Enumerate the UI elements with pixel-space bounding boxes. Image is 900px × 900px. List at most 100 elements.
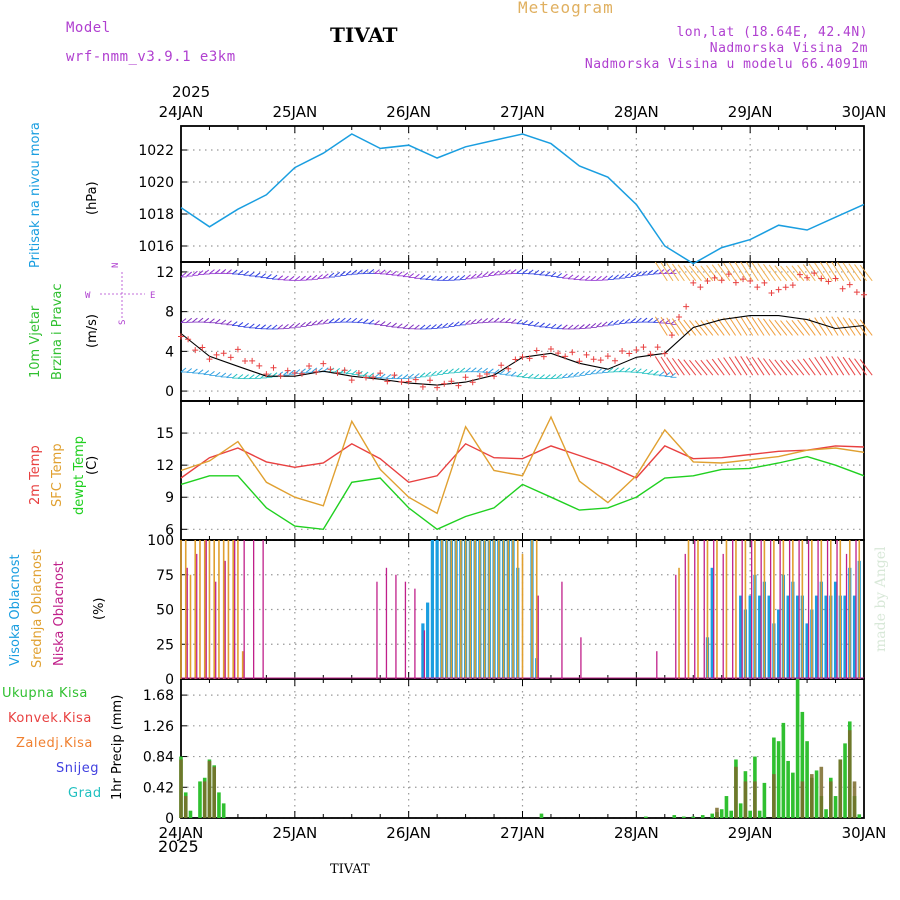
wind-barb [636, 271, 642, 277]
wind-speed-marker [405, 378, 412, 385]
wind-barb [340, 317, 346, 323]
mid-cloud-bar [180, 540, 182, 679]
wind-barb [618, 319, 625, 324]
high-cloud-bar [767, 595, 771, 679]
ytick-label: 0.42 [143, 780, 174, 796]
altitude-label: Nadmorska Visina 2m [709, 41, 868, 56]
mid-cloud-bar [241, 651, 244, 679]
wind-barb [516, 269, 523, 274]
wind-barb [368, 319, 375, 325]
wind-barb [689, 265, 702, 282]
xlabel-top: 29JAN [728, 103, 773, 121]
wind-speed-marker [419, 383, 426, 390]
low-cloud-bar [751, 540, 753, 679]
wind-speed-marker [263, 371, 270, 378]
wind-barb [459, 320, 466, 326]
wind-barb [859, 319, 873, 336]
wind-barb [711, 358, 725, 376]
wind-barb [243, 322, 249, 328]
model-altitude-label: Nadmorska Visina u modelu 66.4091m [584, 57, 868, 72]
wind-barb [527, 373, 534, 379]
wind-barb [368, 372, 375, 378]
wind-speed-marker [782, 284, 789, 291]
wind-speed-marker [690, 279, 697, 286]
wind-barb [442, 275, 449, 281]
low-cloud-bar [252, 540, 255, 679]
low-cloud-bar [561, 581, 563, 679]
mid-cloud-bar [754, 540, 756, 679]
wind-barb [785, 265, 799, 282]
total-precip-bar [776, 741, 781, 818]
wind-barb [482, 271, 488, 277]
mid-cloud-bar [483, 540, 486, 679]
wind-barb [763, 318, 776, 336]
wind-barb [226, 320, 232, 326]
wind-barb [601, 275, 608, 281]
total-precip-bar [700, 815, 705, 818]
xlabel-top: 27JAN [500, 103, 545, 121]
wind-barb [510, 371, 517, 377]
high-cloud-bar [748, 595, 752, 679]
wind-barb [780, 320, 793, 336]
wind-barb [740, 356, 754, 376]
wind-barb [288, 369, 295, 375]
mid-cloud-label: Srednja Oblacnost [30, 549, 45, 668]
wind-barb [677, 319, 691, 336]
total-precip-bar [198, 781, 202, 818]
low-cloud-bar [234, 540, 236, 679]
wind-barb [436, 323, 443, 329]
low-cloud-bar [760, 540, 762, 679]
wind-barb [607, 367, 614, 373]
wind-speed-marker [633, 347, 640, 354]
compass-s: S [118, 320, 128, 325]
wind-barb [717, 357, 731, 376]
wind-barb [647, 317, 654, 323]
wind-barb [802, 358, 816, 376]
wind-barb [573, 275, 580, 280]
wind-speed-marker [448, 378, 455, 385]
wind-barb [431, 275, 437, 281]
wind-speed-marker [811, 270, 818, 277]
wind-barb [584, 323, 591, 329]
wind-speed-marker [647, 351, 654, 358]
pressure-title: Pritisak na nivou mora [28, 122, 43, 268]
wind-barb [734, 316, 748, 336]
low-cloud-bar [385, 567, 388, 679]
wind-speed-marker [683, 303, 690, 310]
wind-barb [362, 269, 369, 274]
low-cloud-bar [798, 540, 800, 679]
wind-barb [550, 272, 557, 277]
ytick-label: 12 [156, 265, 174, 281]
high-cloud-bar [777, 609, 781, 679]
dewpoint-line [180, 455, 865, 531]
conv-precip-bar [847, 730, 852, 818]
wind-speed-marker [704, 278, 711, 285]
wind-barb [636, 317, 642, 323]
wind-barb [419, 274, 426, 280]
wind-barb [197, 369, 204, 375]
wind-barb [209, 318, 215, 324]
wind-barb [573, 371, 580, 377]
wind-barb [414, 273, 420, 279]
low-cloud-bar [186, 567, 188, 679]
wind-barb [745, 261, 759, 282]
total-precip-bar [814, 770, 819, 818]
wind-barb [533, 321, 540, 327]
wind-barb [647, 269, 654, 275]
compass-n: N [111, 263, 121, 268]
wind-barb [562, 273, 568, 279]
wind-speed-marker [370, 374, 377, 381]
wind-speed-marker [192, 347, 199, 354]
pressure-unit: (hPa) [85, 181, 100, 215]
wind-barb [533, 373, 540, 379]
wind-barb [374, 269, 380, 274]
mid-cloud-bar [725, 540, 728, 679]
wind-barb [288, 323, 295, 329]
wind-barb [220, 372, 227, 378]
ytick-label: 0 [165, 384, 174, 400]
mid-cloud-bar [445, 540, 448, 679]
mid-cloud-bar [184, 540, 187, 679]
wind-barb [797, 264, 810, 282]
wind-speed-marker [341, 367, 348, 374]
total-precip-bar [805, 741, 809, 818]
